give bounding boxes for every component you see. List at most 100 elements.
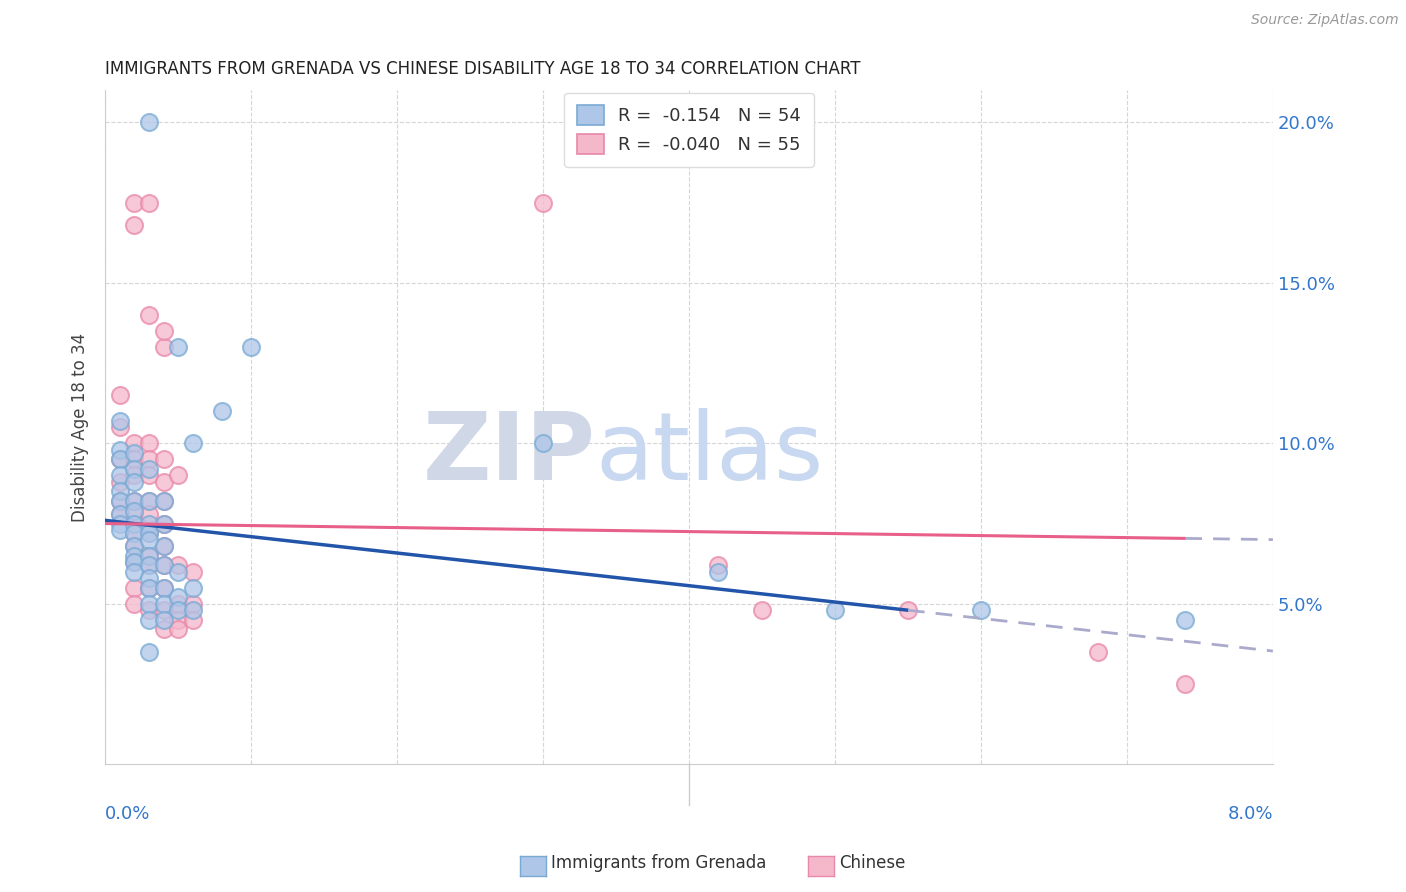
Point	[181, 581, 204, 595]
Point	[124, 468, 146, 483]
Point	[108, 452, 131, 467]
Point	[181, 565, 204, 579]
Point	[152, 324, 174, 338]
Text: ZIP: ZIP	[423, 409, 596, 500]
Point	[1174, 677, 1197, 691]
Point	[138, 462, 160, 476]
Point	[897, 603, 920, 617]
Point	[138, 452, 160, 467]
Point	[152, 603, 174, 617]
Text: Chinese: Chinese	[839, 855, 905, 872]
Point	[124, 555, 146, 569]
Point	[138, 468, 160, 483]
Point	[181, 436, 204, 450]
Point	[531, 436, 554, 450]
Point	[108, 494, 131, 508]
Point	[124, 504, 146, 518]
Point	[167, 597, 190, 611]
Point	[108, 452, 131, 467]
Point	[138, 494, 160, 508]
Point	[124, 462, 146, 476]
Point	[167, 623, 190, 637]
Point	[531, 195, 554, 210]
Point	[124, 218, 146, 232]
Point	[167, 613, 190, 627]
Point	[108, 414, 131, 428]
Point	[108, 484, 131, 499]
Point	[152, 475, 174, 489]
Point	[167, 340, 190, 354]
Point	[124, 526, 146, 541]
Point	[138, 581, 160, 595]
Point	[1087, 645, 1109, 659]
Text: Source: ZipAtlas.com: Source: ZipAtlas.com	[1251, 13, 1399, 28]
Point	[167, 591, 190, 605]
Point	[152, 494, 174, 508]
Point	[124, 539, 146, 553]
Point	[167, 558, 190, 573]
Point	[138, 597, 160, 611]
Legend: R =  -0.154   N = 54, R =  -0.040   N = 55: R = -0.154 N = 54, R = -0.040 N = 55	[564, 93, 814, 167]
Point	[1174, 613, 1197, 627]
Point	[240, 340, 263, 354]
Point	[124, 452, 146, 467]
Point	[138, 613, 160, 627]
Point	[124, 446, 146, 460]
Point	[970, 603, 993, 617]
Point	[124, 526, 146, 541]
Point	[138, 308, 160, 322]
Point	[124, 436, 146, 450]
Text: Immigrants from Grenada: Immigrants from Grenada	[551, 855, 766, 872]
Point	[108, 494, 131, 508]
Text: 0.0%: 0.0%	[105, 805, 150, 822]
Point	[124, 494, 146, 508]
Point	[124, 195, 146, 210]
Point	[152, 539, 174, 553]
Point	[138, 603, 160, 617]
Point	[108, 442, 131, 457]
Point	[138, 533, 160, 547]
Point	[152, 597, 174, 611]
Point	[108, 507, 131, 521]
Point	[138, 526, 160, 541]
Point	[108, 388, 131, 402]
Point	[124, 555, 146, 569]
Point	[124, 565, 146, 579]
Point	[152, 581, 174, 595]
Point	[167, 603, 190, 617]
Point	[167, 565, 190, 579]
Point	[138, 195, 160, 210]
Point	[108, 516, 131, 531]
Point	[751, 603, 773, 617]
Point	[152, 539, 174, 553]
Text: IMMIGRANTS FROM GRENADA VS CHINESE DISABILITY AGE 18 TO 34 CORRELATION CHART: IMMIGRANTS FROM GRENADA VS CHINESE DISAB…	[105, 60, 860, 78]
Point	[124, 597, 146, 611]
Point	[138, 436, 160, 450]
Point	[138, 507, 160, 521]
Point	[138, 645, 160, 659]
Point	[108, 468, 131, 483]
Point	[152, 340, 174, 354]
Point	[138, 558, 160, 573]
Point	[707, 558, 730, 573]
Point	[152, 613, 174, 627]
Point	[138, 516, 160, 531]
Point	[108, 507, 131, 521]
Point	[181, 603, 204, 617]
Point	[138, 494, 160, 508]
Point	[167, 468, 190, 483]
Text: atlas: atlas	[596, 409, 824, 500]
Point	[152, 516, 174, 531]
Point	[138, 581, 160, 595]
Point	[138, 571, 160, 585]
Point	[181, 597, 204, 611]
Point	[152, 558, 174, 573]
Point	[108, 475, 131, 489]
Point	[124, 507, 146, 521]
Point	[124, 581, 146, 595]
Point	[152, 516, 174, 531]
Point	[152, 558, 174, 573]
Point	[108, 523, 131, 537]
Point	[108, 420, 131, 434]
Point	[138, 115, 160, 129]
